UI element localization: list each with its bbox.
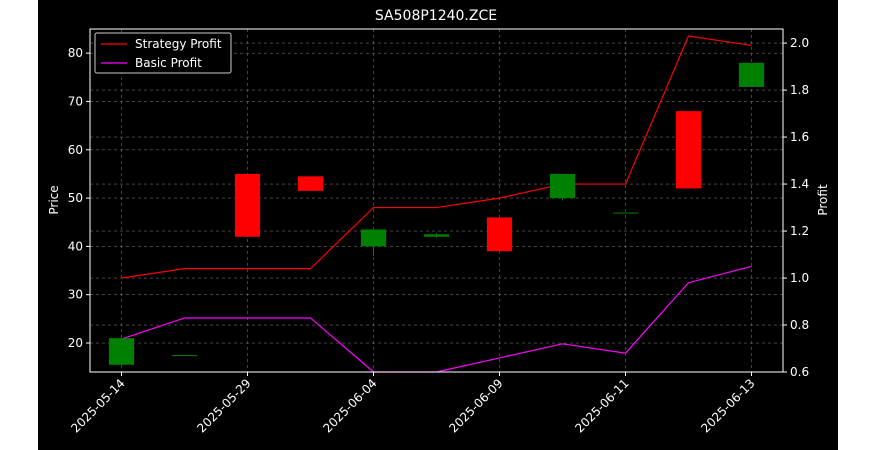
y-tick-label: 30 xyxy=(68,288,83,302)
y2-tick-label: 1.4 xyxy=(790,177,809,191)
strategy-profit-line xyxy=(121,35,752,279)
y2-axis-label: Profit xyxy=(816,184,830,216)
candle-body xyxy=(108,338,135,365)
candle-body xyxy=(171,355,198,357)
y2-tick-label: 0.6 xyxy=(790,365,809,379)
legend-label-basic-profit: Basic Profit xyxy=(135,56,202,70)
y-tick-label: 40 xyxy=(68,239,83,253)
y-tick-label: 80 xyxy=(68,46,83,60)
legend-frame xyxy=(94,32,232,74)
candle-body xyxy=(675,111,702,189)
y2-tick-label: 1.8 xyxy=(790,83,809,97)
legend-label-strategy-profit: Strategy Profit xyxy=(135,37,222,51)
y2-tick-label: 0.8 xyxy=(790,318,809,332)
y2-tick-label: 2.0 xyxy=(790,36,809,50)
candle-body xyxy=(234,173,261,237)
candle-body xyxy=(360,229,387,247)
chart-svg: 203040506070800.60.81.01.21.41.61.82.020… xyxy=(38,0,838,450)
candle-body xyxy=(423,234,450,237)
y-tick-label: 60 xyxy=(68,143,83,157)
candle-layer xyxy=(108,62,765,365)
y-tick-label: 20 xyxy=(68,336,83,350)
chart-background xyxy=(38,0,838,450)
y-tick-label: 70 xyxy=(68,94,83,108)
chart-title: SA508P1240.ZCE xyxy=(375,8,497,24)
y2-tick-label: 1.2 xyxy=(790,224,809,238)
y2-tick-label: 1.0 xyxy=(790,271,809,285)
candle-body xyxy=(297,176,324,191)
candlestick-chart: 20 30 40 50 60 70 80 0.6 0.8 1.0 1.2 1.4 1.6 1.8 2.0 20… xyxy=(38,0,838,450)
plot-frame xyxy=(89,28,784,373)
candle-body xyxy=(738,62,765,87)
y2-tick-label: 1.6 xyxy=(790,130,809,144)
candle-body xyxy=(549,173,576,199)
y-axis-label: Price xyxy=(47,185,61,214)
candle-body xyxy=(486,217,513,252)
legend: Strategy Profit Basic Profit xyxy=(94,32,232,74)
y-tick-label: 50 xyxy=(68,191,83,205)
candle-body xyxy=(612,212,639,214)
